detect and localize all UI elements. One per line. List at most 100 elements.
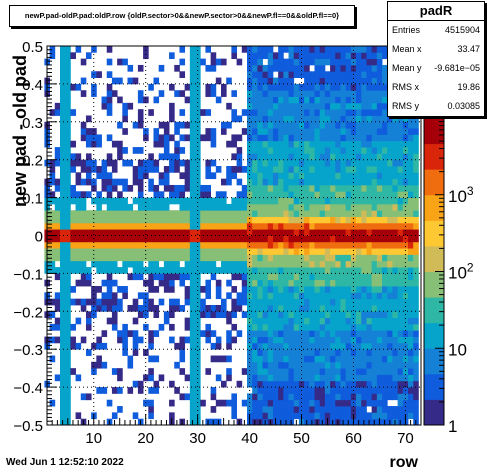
heatmap-cell	[288, 286, 295, 293]
heatmap-cell	[158, 254, 165, 262]
heatmap-cell	[179, 229, 186, 236]
heatmap-cell	[371, 412, 378, 420]
heatmap-cell	[371, 153, 378, 161]
heatmap-cell	[80, 241, 87, 249]
heatmap-cell	[246, 393, 253, 401]
heatmap-cell	[80, 304, 87, 312]
heatmap-cell	[293, 374, 300, 382]
heatmap-cell	[298, 210, 305, 217]
stats-label: Mean x	[392, 44, 422, 54]
heatmap-cell	[293, 229, 300, 236]
heatmap-cell	[205, 203, 212, 211]
x-tick-label: 20	[137, 430, 154, 447]
heatmap-cell	[226, 172, 232, 180]
heatmap-cell	[345, 159, 352, 167]
heatmap-cell	[376, 147, 383, 154]
heatmap-cell	[117, 241, 123, 249]
heatmap-cell	[392, 267, 399, 274]
heatmap-cell	[278, 102, 284, 110]
heatmap-cell	[106, 46, 113, 53]
heatmap-cell	[340, 387, 347, 394]
heatmap-cell	[189, 304, 196, 312]
heatmap-cell	[387, 374, 393, 382]
heatmap-cell	[143, 210, 149, 217]
heatmap-cell	[304, 355, 310, 363]
heatmap-cell	[272, 317, 279, 325]
heatmap-cell	[262, 172, 269, 180]
heatmap-cell	[174, 235, 180, 243]
heatmap-cell	[117, 140, 123, 148]
heatmap-cell	[324, 248, 331, 255]
heatmap-cell	[85, 267, 92, 274]
heatmap-cell	[226, 317, 232, 325]
heatmap-cell	[195, 210, 201, 217]
heatmap-cell	[122, 342, 128, 350]
heatmap-cell	[278, 128, 284, 135]
heatmap-cell	[236, 216, 243, 224]
heatmap-cell	[163, 229, 170, 236]
heatmap-cell	[65, 140, 71, 148]
heatmap-cell	[111, 260, 118, 268]
heatmap-cell	[59, 399, 66, 407]
heatmap-cell	[257, 203, 263, 211]
heatmap-cell	[304, 361, 310, 369]
heatmap-cell	[59, 311, 66, 319]
heatmap-cell	[158, 178, 165, 186]
heatmap-cell	[392, 279, 399, 287]
heatmap-cell	[402, 349, 409, 356]
heatmap-cell	[335, 323, 341, 331]
heatmap-cell	[59, 153, 66, 161]
heatmap-cell	[314, 393, 321, 401]
heatmap-cell	[293, 147, 300, 154]
heatmap-cell	[132, 121, 139, 129]
heatmap-cell	[366, 166, 373, 173]
heatmap-cell	[189, 172, 196, 180]
heatmap-cell	[148, 254, 154, 262]
heatmap-cell	[361, 134, 367, 142]
heatmap-cell	[340, 229, 347, 236]
heatmap-cell	[413, 147, 419, 154]
heatmap-cell	[387, 342, 393, 350]
heatmap-cell	[215, 254, 222, 262]
heatmap-cell	[397, 197, 404, 205]
heatmap-cell	[330, 298, 336, 306]
heatmap-cell	[236, 203, 243, 211]
heatmap-cell	[340, 286, 347, 293]
heatmap-cell	[221, 178, 227, 186]
heatmap-cell	[376, 393, 383, 401]
heatmap-cell	[189, 229, 196, 236]
heatmap-cell	[272, 159, 279, 167]
heatmap-cell	[101, 197, 108, 205]
x-tick-label: 50	[293, 430, 310, 447]
heatmap-cell	[195, 64, 201, 72]
heatmap-cell	[127, 260, 134, 268]
heatmap-cell	[226, 121, 232, 129]
heatmap-cell	[106, 317, 113, 325]
heatmap-cell	[184, 96, 191, 104]
heatmap-cell	[75, 83, 82, 91]
heatmap-cell	[361, 83, 367, 91]
heatmap-cell	[356, 203, 362, 211]
heatmap-cell	[298, 380, 305, 388]
heatmap-cell	[85, 311, 92, 319]
heatmap-cell	[246, 216, 253, 224]
heatmap-cell	[195, 273, 201, 281]
heatmap-cell	[122, 197, 128, 205]
heatmap-cell	[382, 109, 388, 116]
heatmap-cell	[387, 140, 393, 148]
heatmap-cell	[371, 292, 378, 300]
heatmap-cell	[298, 64, 305, 72]
heatmap-cell	[262, 286, 269, 293]
heatmap-cell	[304, 203, 310, 211]
heatmap-cell	[324, 279, 331, 287]
heatmap-cell	[246, 109, 253, 116]
heatmap-cell	[371, 172, 378, 180]
heatmap-cell	[257, 115, 263, 123]
heatmap-cell	[335, 330, 341, 337]
heatmap-cell	[189, 260, 196, 268]
heatmap-cell	[283, 298, 289, 306]
heatmap-cell	[413, 286, 419, 293]
heatmap-cell	[376, 222, 383, 230]
heatmap-cell	[288, 267, 295, 274]
heatmap-cell	[246, 279, 253, 287]
